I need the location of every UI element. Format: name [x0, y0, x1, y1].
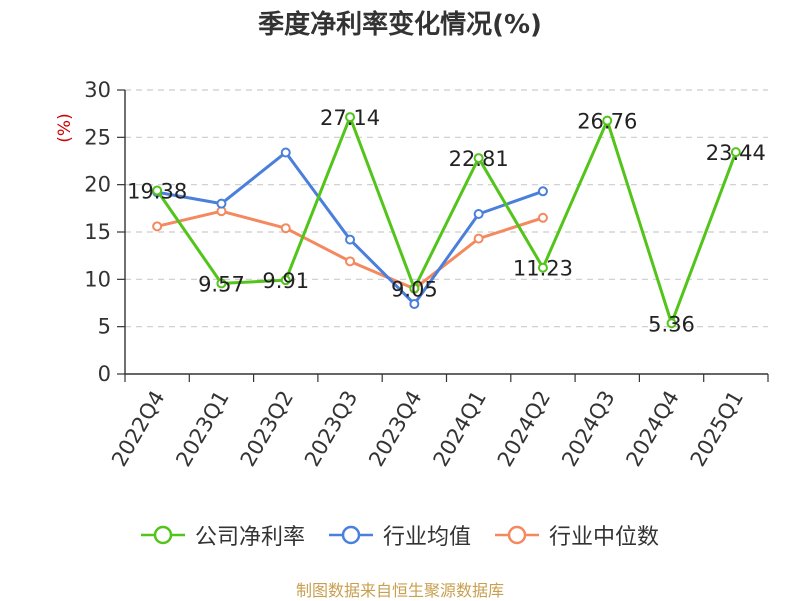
x-tick-label: 2025Q1 — [686, 387, 748, 471]
data-label: 9.57 — [198, 272, 245, 296]
data-point-0 — [409, 283, 420, 294]
source-note: 制图数据来自恒生聚源数据库 — [295, 581, 504, 600]
data-point-2 — [345, 256, 356, 267]
legend-item-company[interactable]: 公司净利率 — [140, 519, 305, 551]
data-point-0 — [730, 147, 741, 158]
legend-label-industry-median: 行业中位数 — [549, 525, 660, 550]
x-tick-label: 2024Q1 — [429, 387, 491, 471]
data-point-0 — [473, 153, 484, 164]
legend-marker-industry-mean — [328, 525, 373, 545]
y-tick-label: 0 — [98, 362, 111, 386]
legend-marker-industry-median — [495, 525, 539, 545]
x-tick-label: 2023Q4 — [364, 387, 426, 471]
legend-label-industry-mean: 行业均值 — [382, 525, 471, 550]
data-label: 11.23 — [513, 257, 573, 281]
legend-label-company: 公司净利率 — [194, 525, 305, 550]
x-tick-label: 2023Q2 — [236, 387, 298, 471]
data-label: 23.44 — [706, 141, 766, 165]
chart-title: 季度净利率变化情况(%) — [258, 10, 542, 40]
legend-item-industry-median[interactable]: 行业中位数 — [495, 519, 659, 551]
data-label: 26.76 — [577, 110, 637, 134]
data-point-1 — [409, 298, 420, 309]
x-tick-label: 2024Q2 — [493, 387, 555, 471]
y-tick-label: 15 — [84, 220, 111, 244]
x-tick-label: 2023Q3 — [300, 387, 362, 471]
y-tick-label: 10 — [84, 267, 111, 291]
legend-marker-company — [140, 525, 185, 545]
y-axis-label: (%) — [55, 113, 75, 142]
data-label: 22.81 — [449, 147, 509, 171]
data-point-2 — [537, 212, 548, 223]
legend-item-industry-mean[interactable]: 行业均值 — [328, 519, 471, 551]
y-tick-label: 30 — [84, 78, 111, 102]
data-label: 9.05 — [391, 277, 438, 301]
data-point-0 — [280, 275, 291, 286]
data-point-2 — [280, 223, 291, 234]
data-label: 27.14 — [320, 106, 380, 130]
data-point-1 — [345, 234, 356, 245]
y-tick-label: 25 — [84, 125, 111, 149]
legend: 公司净利率 行业均值 行业中位数 — [0, 519, 800, 551]
data-point-0 — [216, 278, 227, 289]
data-point-2 — [473, 233, 484, 244]
series-line-0 — [155, 115, 738, 325]
data-point-1 — [473, 209, 484, 220]
data-label: 19.38 — [127, 180, 187, 204]
x-tick-label: 2023Q1 — [171, 387, 233, 471]
data-label: 5.36 — [648, 312, 695, 336]
data-point-2 — [152, 221, 163, 232]
data-point-0 — [602, 115, 613, 126]
data-point-1 — [216, 198, 227, 209]
data-point-0 — [345, 112, 356, 123]
y-tick-label: 5 — [98, 315, 111, 339]
data-point-1 — [280, 147, 291, 158]
y-tick-label: 20 — [84, 173, 111, 197]
x-tick-label: 2024Q4 — [621, 387, 683, 471]
data-label: 9.91 — [262, 269, 309, 293]
data-point-0 — [537, 262, 548, 273]
x-tick-label: 2022Q4 — [107, 387, 169, 471]
data-point-1 — [537, 186, 548, 197]
data-point-0 — [666, 318, 677, 329]
x-tick-label: 2024Q3 — [557, 387, 619, 471]
data-point-0 — [152, 185, 163, 196]
